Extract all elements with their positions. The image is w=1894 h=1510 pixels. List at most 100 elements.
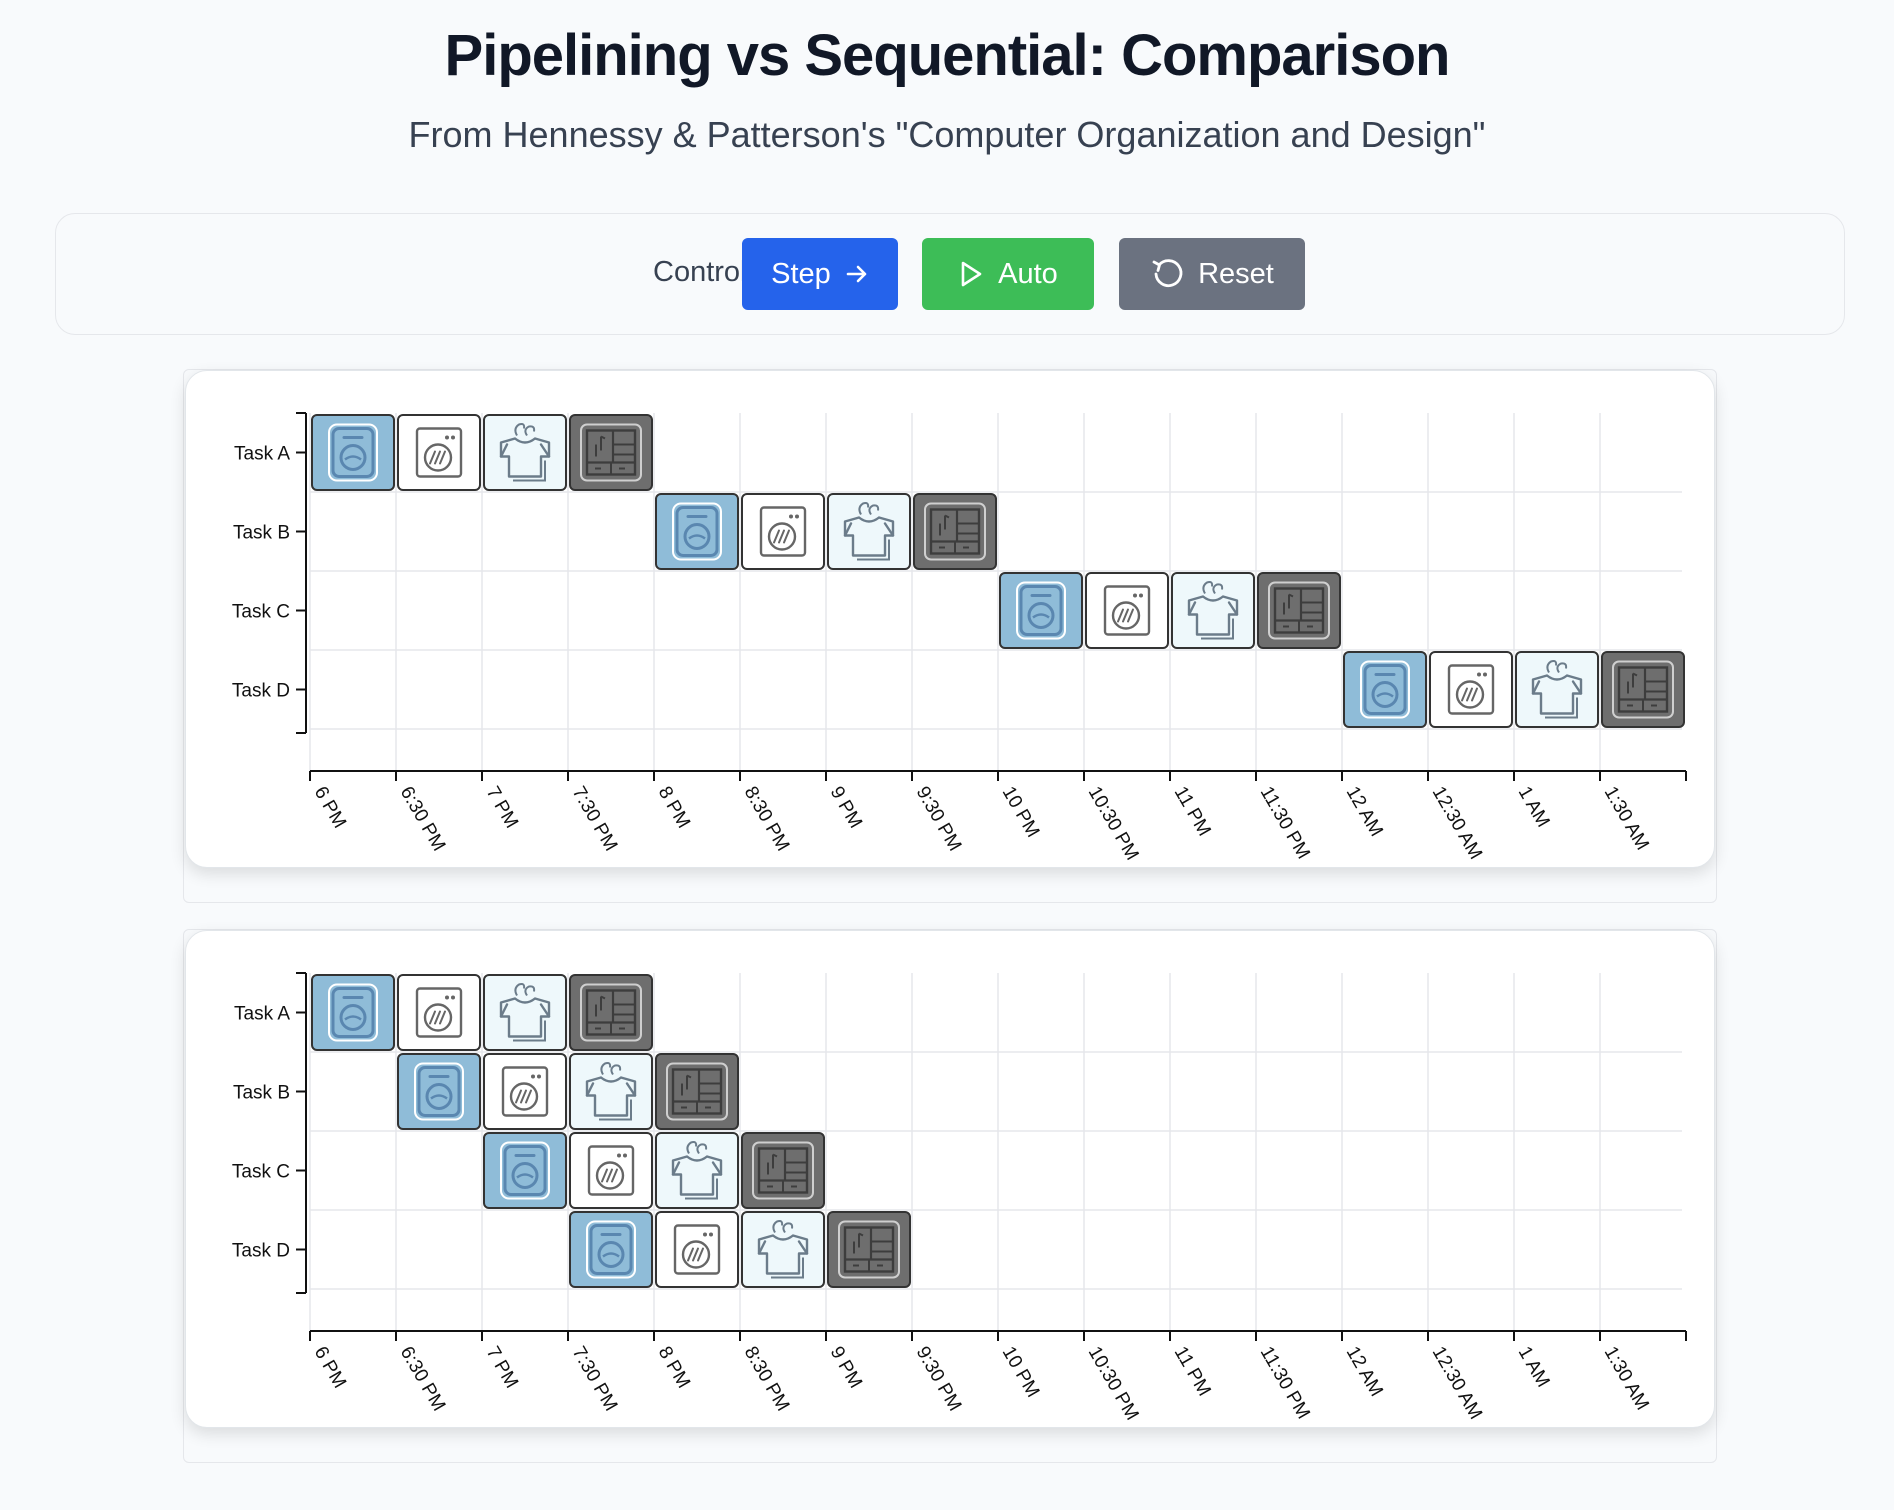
time-tick-label: 7:30 PM bbox=[568, 1343, 622, 1415]
washer-icon bbox=[672, 502, 722, 561]
washer-icon bbox=[1360, 660, 1410, 719]
sequential-chart-card: Task A Task B Task C Task D 6 PM 6:30 PM 7 PM 7… bbox=[185, 370, 1715, 868]
dryer-icon bbox=[501, 1066, 549, 1117]
folded-shirt-icon bbox=[757, 1220, 809, 1279]
store-block bbox=[655, 1053, 739, 1130]
pipelined-gantt-chart: Task A Task B Task C Task D 6 PM 6:30 PM 7 PM 7… bbox=[232, 972, 1687, 1424]
folded-shirt-icon bbox=[499, 423, 551, 482]
time-tick-label: 1:30 AM bbox=[1600, 783, 1653, 854]
dry-block bbox=[397, 974, 481, 1051]
time-tick-label: 7 PM bbox=[482, 783, 522, 832]
time-tick-label: 11 PM bbox=[1170, 1343, 1215, 1400]
dryer-icon bbox=[673, 1224, 721, 1275]
reset-icon bbox=[1152, 259, 1183, 287]
closet-icon bbox=[1612, 660, 1674, 719]
closet-icon bbox=[666, 1062, 728, 1121]
time-tick-label: 12:30 AM bbox=[1428, 783, 1486, 863]
step-button-label: Step bbox=[771, 257, 831, 290]
play-icon bbox=[961, 261, 982, 287]
task-label: Task A bbox=[234, 1004, 290, 1025]
controls-panel: Controls: Step Auto Reset bbox=[55, 213, 1845, 335]
task-label: Task C bbox=[232, 1162, 290, 1183]
store-block bbox=[1257, 572, 1341, 649]
time-tick-label: 9 PM bbox=[826, 783, 866, 832]
fold-block bbox=[483, 974, 567, 1051]
folded-shirt-icon bbox=[671, 1141, 723, 1200]
page-title: Pipelining vs Sequential: Comparison bbox=[444, 23, 1451, 88]
wash-block bbox=[397, 1053, 481, 1130]
reset-button-label: Reset bbox=[1198, 257, 1274, 290]
dry-block bbox=[1429, 651, 1513, 728]
store-block bbox=[569, 974, 653, 1051]
washer-icon bbox=[328, 983, 378, 1042]
time-tick-label: 10 PM bbox=[998, 1343, 1044, 1401]
closet-icon bbox=[924, 502, 986, 561]
fold-block bbox=[1171, 572, 1255, 649]
closet-icon bbox=[1268, 581, 1330, 640]
fold-block bbox=[483, 414, 567, 491]
store-block bbox=[741, 1132, 825, 1209]
fold-block bbox=[1515, 651, 1599, 728]
wash-block bbox=[999, 572, 1083, 649]
dry-block bbox=[397, 414, 481, 491]
dryer-icon bbox=[759, 506, 807, 557]
wash-block bbox=[569, 1211, 653, 1288]
folded-shirt-icon bbox=[585, 1062, 637, 1121]
task-label: Task B bbox=[233, 1083, 290, 1104]
time-tick-label: 12 AM bbox=[1342, 783, 1387, 840]
time-tick-label: 8:30 PM bbox=[740, 783, 794, 855]
grid-lines bbox=[309, 413, 1682, 771]
wash-block bbox=[311, 414, 395, 491]
auto-button-label: Auto bbox=[998, 257, 1058, 290]
step-button[interactable]: Step bbox=[742, 238, 898, 310]
dry-block bbox=[483, 1053, 567, 1130]
dry-block bbox=[569, 1132, 653, 1209]
time-tick-label: 8:30 PM bbox=[740, 1343, 794, 1415]
pipelined-chart-card: Task A Task B Task C Task D 6 PM 6:30 PM 7 PM 7… bbox=[185, 930, 1715, 1428]
task-label: Task A bbox=[234, 444, 290, 465]
time-tick-label: 6 PM bbox=[310, 783, 350, 832]
time-tick-label: 12 AM bbox=[1342, 1343, 1387, 1400]
closet-icon bbox=[580, 423, 642, 482]
fold-block bbox=[827, 493, 911, 570]
store-block bbox=[827, 1211, 911, 1288]
closet-icon bbox=[580, 983, 642, 1042]
dry-block bbox=[741, 493, 825, 570]
reset-button[interactable]: Reset bbox=[1119, 238, 1305, 310]
wash-block bbox=[311, 974, 395, 1051]
dryer-icon bbox=[415, 427, 463, 478]
grid-lines bbox=[309, 973, 1682, 1331]
dry-block bbox=[1085, 572, 1169, 649]
dryer-icon bbox=[1103, 585, 1151, 636]
closet-icon bbox=[752, 1141, 814, 1200]
folded-shirt-icon bbox=[499, 983, 551, 1042]
task-label: Task D bbox=[232, 681, 290, 702]
fold-block bbox=[569, 1053, 653, 1130]
task-label: Task C bbox=[232, 602, 290, 623]
washer-icon bbox=[500, 1141, 550, 1200]
time-tick-label: 12:30 AM bbox=[1428, 1343, 1486, 1423]
dryer-icon bbox=[1447, 664, 1495, 715]
sequential-gantt-chart: Task A Task B Task C Task D 6 PM 6:30 PM 7 PM 7… bbox=[232, 412, 1687, 864]
fold-block bbox=[655, 1132, 739, 1209]
time-tick-label: 9:30 PM bbox=[912, 783, 966, 855]
time-tick-label: 10 PM bbox=[998, 783, 1044, 841]
time-tick-label: 8 PM bbox=[654, 1343, 694, 1392]
time-tick-label: 10:30 PM bbox=[1084, 1343, 1143, 1424]
washer-icon bbox=[328, 423, 378, 482]
washer-icon bbox=[414, 1062, 464, 1121]
auto-button[interactable]: Auto bbox=[922, 238, 1094, 310]
dry-block bbox=[655, 1211, 739, 1288]
time-tick-label: 11 PM bbox=[1170, 783, 1215, 840]
arrow-right-icon bbox=[846, 265, 867, 283]
time-tick-label: 10:30 PM bbox=[1084, 783, 1143, 864]
time-tick-label: 11:30 PM bbox=[1256, 783, 1314, 863]
wash-block bbox=[655, 493, 739, 570]
time-tick-label: 1 AM bbox=[1514, 1343, 1554, 1391]
task-label: Task B bbox=[233, 523, 290, 544]
folded-shirt-icon bbox=[1531, 660, 1583, 719]
closet-icon bbox=[838, 1220, 900, 1279]
time-tick-label: 6 PM bbox=[310, 1343, 350, 1392]
task-label: Task D bbox=[232, 1241, 290, 1262]
time-tick-label: 11:30 PM bbox=[1256, 1343, 1314, 1423]
